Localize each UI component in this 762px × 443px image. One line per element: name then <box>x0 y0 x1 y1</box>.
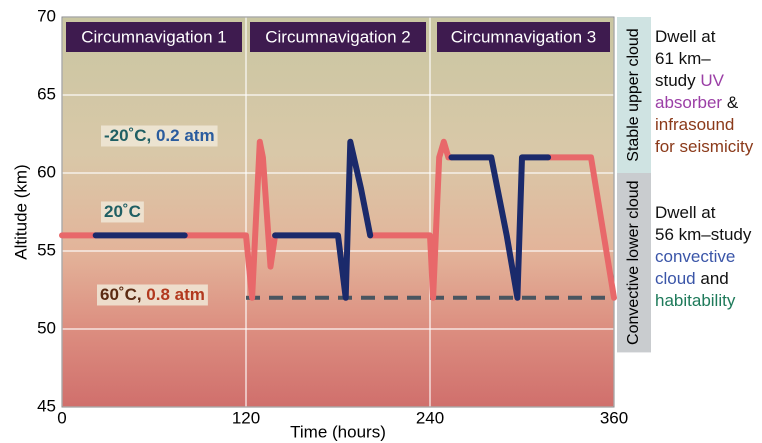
annotation: study UV <box>655 71 725 90</box>
chart: Altitude (km) Time (hours) 45 50 55 60 65 70 0… <box>0 0 762 443</box>
annotation: 60˚C, 0.8 atm <box>100 285 205 304</box>
annotation-part: absorber <box>655 93 722 112</box>
annotation-part: infrasound <box>655 115 734 134</box>
band-label: Convective lower cloud <box>625 180 642 345</box>
annotation: convective <box>655 247 735 266</box>
annotation-part: 60˚C, <box>100 285 146 304</box>
x-tick-label: 360 <box>600 408 628 427</box>
y-axis-label: Altitude (km) <box>11 164 30 259</box>
annotation-part: Dwell at <box>655 27 716 46</box>
annotation: absorber & <box>655 93 739 112</box>
annotation: habitability <box>655 291 736 310</box>
annotation-part: convective <box>655 247 735 266</box>
annotation-part: UV <box>700 71 724 90</box>
annotation-part: -20˚C, <box>104 126 156 145</box>
section-label: Circumnavigation 1 <box>81 27 227 46</box>
annotation: cloud and <box>655 269 729 288</box>
section-label: Circumnavigation 3 <box>451 27 597 46</box>
annotation: Dwell at <box>655 27 716 46</box>
annotation-part: 0.2 atm <box>156 126 215 145</box>
x-axis-label: Time (hours) <box>290 422 386 441</box>
y-tick-label: 65 <box>37 84 56 103</box>
annotation: infrasound <box>655 115 734 134</box>
x-tick-label: 120 <box>232 408 260 427</box>
annotation: for seismicity <box>655 137 754 156</box>
annotation-part: study <box>655 71 700 90</box>
x-tick-label: 0 <box>57 408 66 427</box>
page: {"chart_data": {"type": "line", "xlabel"… <box>0 0 762 443</box>
y-tick-label: 60 <box>37 162 56 181</box>
y-tick-label: 55 <box>37 240 56 259</box>
annotation: -20˚C, 0.2 atm <box>104 126 215 145</box>
x-tick-label: 240 <box>416 408 444 427</box>
annotation-part: for seismicity <box>655 137 754 156</box>
band-label: Stable upper cloud <box>625 28 642 161</box>
annotation-part: cloud <box>655 269 696 288</box>
plot-background <box>62 17 614 407</box>
annotation: 56 km–study <box>655 225 752 244</box>
y-tick-label: 50 <box>37 318 56 337</box>
y-tick-label: 45 <box>37 396 56 415</box>
annotation: Dwell at <box>655 203 716 222</box>
annotation-part: 61 km– <box>655 49 711 68</box>
annotation: 61 km– <box>655 49 711 68</box>
annotation-part: 0.8 atm <box>146 285 205 304</box>
section-label: Circumnavigation 2 <box>265 27 411 46</box>
annotation-part: 20˚C <box>104 202 141 221</box>
annotation-part: & <box>722 93 739 112</box>
annotation: 20˚C <box>104 202 141 221</box>
annotation-part: 56 km–study <box>655 225 752 244</box>
annotation-part: habitability <box>655 291 736 310</box>
annotation-part: and <box>696 269 729 288</box>
y-tick-label: 70 <box>37 6 56 25</box>
annotation-part: Dwell at <box>655 203 716 222</box>
